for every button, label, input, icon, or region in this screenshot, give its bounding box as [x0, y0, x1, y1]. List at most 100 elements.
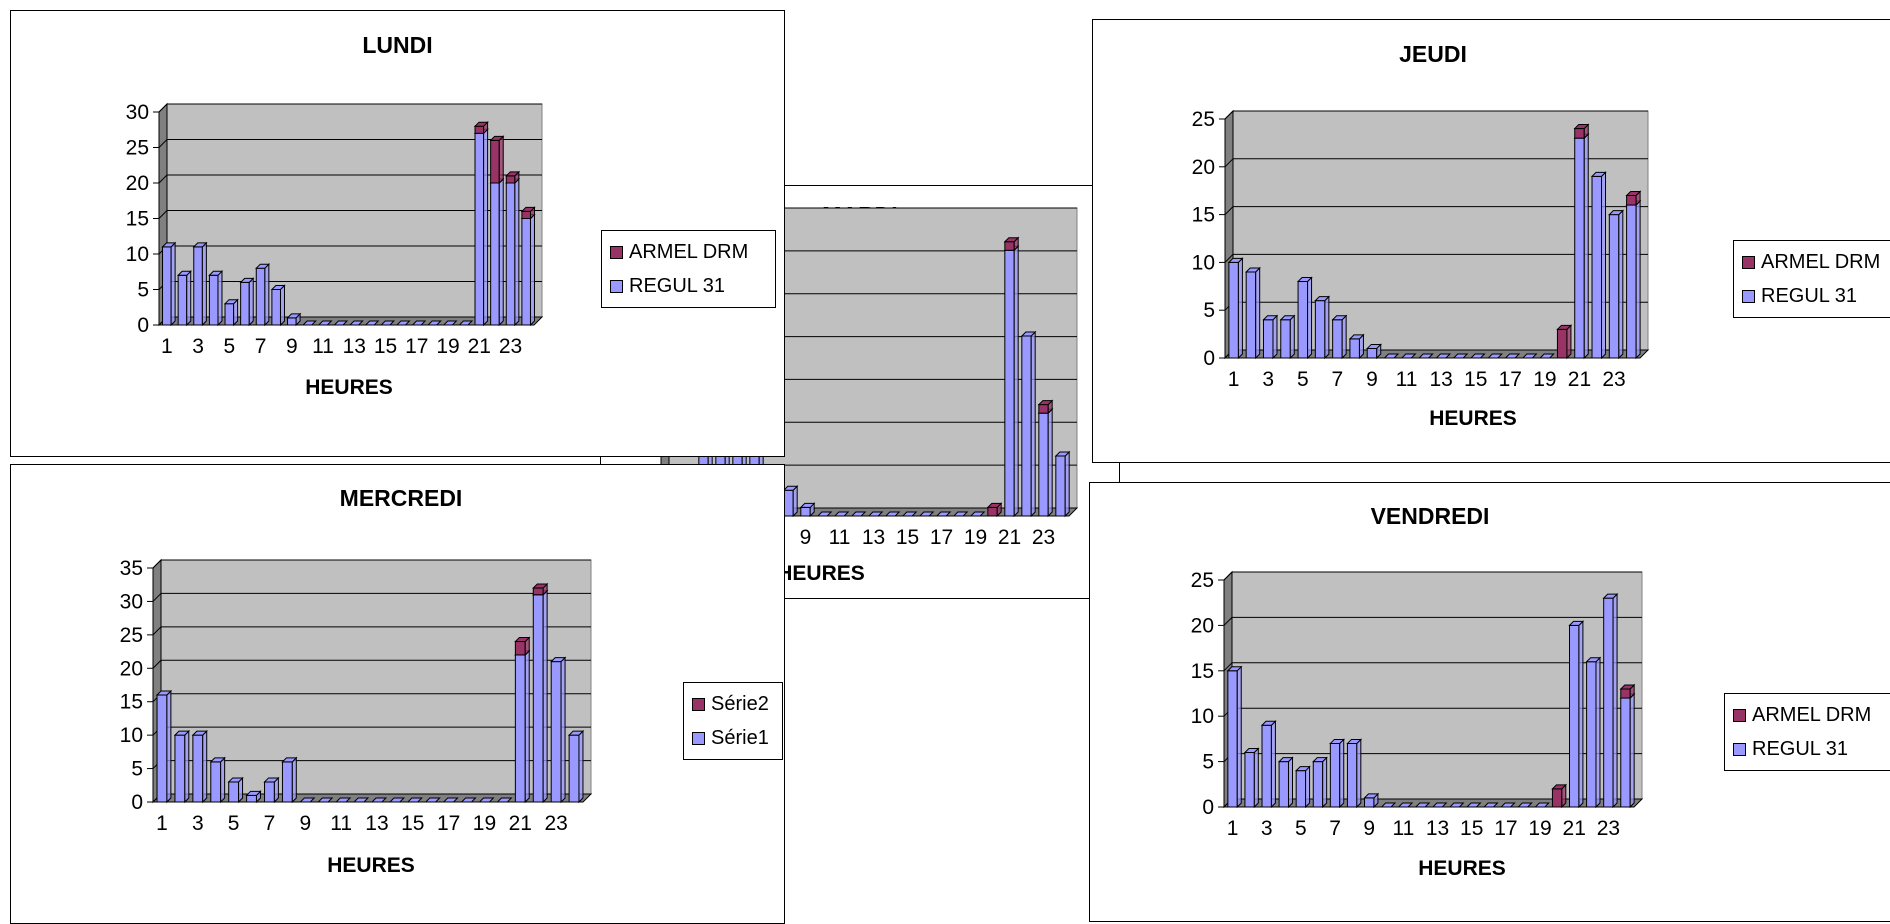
bar-top — [155, 690, 173, 696]
x-tick-label: 23 — [1032, 526, 1055, 549]
x-tick-label: 13 — [365, 812, 388, 835]
bar — [246, 794, 257, 803]
x-tick-label: 13 — [1429, 368, 1452, 391]
bar-side — [1324, 295, 1330, 360]
bar-zero — [1465, 802, 1482, 808]
bar-side — [1341, 314, 1347, 360]
bar-side — [1629, 692, 1635, 809]
bar — [271, 289, 281, 326]
bar-zero — [496, 797, 513, 803]
bar — [1332, 319, 1343, 359]
y-tick-label: 10 — [1191, 705, 1214, 728]
x-tick-label: 1 — [1227, 817, 1239, 840]
legend-label: REGUL 31 — [629, 274, 725, 297]
bar-side — [217, 270, 223, 327]
bar-zero — [1397, 802, 1414, 808]
bar-zero — [442, 797, 459, 803]
bar — [521, 210, 531, 219]
legend-label: ARMEL DRM — [1752, 703, 1872, 726]
bar-top — [1619, 684, 1636, 690]
bar-top — [532, 583, 549, 589]
bar-zero — [364, 320, 380, 326]
bar — [1004, 241, 1015, 251]
bar — [1245, 271, 1257, 359]
bar-top — [1551, 784, 1568, 790]
bar — [1297, 281, 1309, 359]
x-tick-label: 15 — [401, 812, 424, 835]
bar — [474, 132, 485, 326]
x-tick-label: 21 — [1563, 817, 1586, 840]
x-tick-label: 1 — [161, 335, 173, 358]
bar — [1608, 214, 1620, 359]
x-tick-label: 15 — [896, 526, 919, 549]
bar-side — [1356, 738, 1362, 809]
bar-side — [1635, 199, 1641, 360]
bar-zero — [406, 797, 423, 803]
bar — [1261, 724, 1272, 808]
bar-top — [1227, 257, 1244, 263]
x-tick-label: 5 — [1295, 817, 1307, 840]
y-tick-label: 15 — [120, 691, 143, 714]
y-tick-label: 30 — [120, 590, 143, 613]
bar-side — [1253, 747, 1259, 809]
bar — [1366, 347, 1378, 359]
bar-top — [208, 270, 224, 276]
legend-swatch — [692, 697, 705, 711]
bar — [240, 281, 250, 326]
bar — [474, 125, 485, 134]
bar-side — [186, 270, 192, 327]
bar — [192, 734, 204, 803]
bar-side — [1595, 656, 1601, 809]
legend-label: REGUL 31 — [1761, 284, 1857, 307]
bar-zero — [1431, 802, 1448, 808]
bar — [532, 587, 544, 596]
x-tick-label: 21 — [998, 526, 1021, 549]
bar-zero — [426, 320, 442, 326]
bar — [800, 506, 811, 517]
bar-side — [201, 241, 207, 327]
x-tick-label: 1 — [1228, 368, 1240, 391]
x-tick-label: 15 — [374, 335, 397, 358]
bar-side — [1030, 330, 1036, 518]
x-tick-label: 3 — [1262, 368, 1274, 391]
bar-side — [264, 262, 270, 327]
bar — [255, 267, 266, 326]
y-tick-label: 15 — [1192, 204, 1215, 227]
bar-zero — [348, 320, 364, 326]
bar-side — [1255, 266, 1261, 360]
bar — [521, 218, 531, 326]
bar — [1586, 661, 1597, 808]
bar-top — [520, 206, 536, 212]
x-tick-label: 11 — [829, 526, 851, 549]
bar-top — [505, 171, 521, 177]
bar-zero — [1538, 353, 1555, 359]
bar — [1021, 335, 1032, 517]
bar-top — [1585, 657, 1602, 663]
bar-side — [1339, 738, 1345, 809]
bar — [1295, 770, 1307, 808]
bar-zero — [969, 511, 986, 517]
bar-top — [1279, 315, 1296, 321]
gridline-side — [1223, 571, 1233, 581]
bar-zero — [1452, 353, 1469, 359]
bar-zero — [411, 320, 427, 326]
bar-top — [245, 790, 262, 796]
bar-top — [263, 777, 280, 783]
x-tick-label: 13 — [343, 335, 366, 358]
bar — [1038, 412, 1049, 517]
bar-zero — [1383, 353, 1400, 359]
y-tick-label: 0 — [1202, 796, 1214, 819]
bar — [156, 694, 168, 803]
bar-zero — [1435, 353, 1452, 359]
legend-label: Série1 — [711, 726, 769, 749]
bar-zero — [317, 320, 333, 326]
bar-top — [1329, 738, 1345, 744]
bar-top — [173, 730, 191, 736]
bar-zero — [395, 320, 411, 326]
x-tick-label: 3 — [1261, 817, 1273, 840]
y-tick-label: 5 — [1202, 751, 1214, 774]
bar — [1574, 137, 1585, 359]
